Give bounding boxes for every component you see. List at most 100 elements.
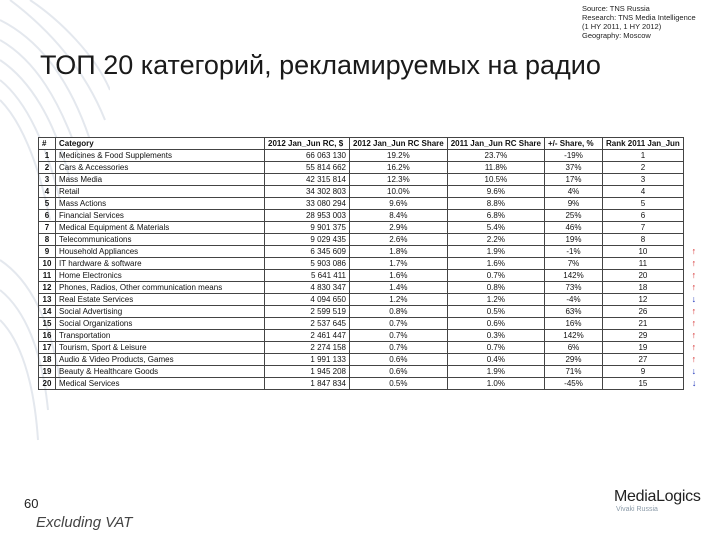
arrow-up-icon: ↑ <box>691 282 697 292</box>
row-category: Telecommunications <box>55 233 265 246</box>
row-number: 6 <box>38 209 56 222</box>
row-rank-2011: 6 <box>602 209 684 222</box>
row-category: Social Organizations <box>55 317 265 330</box>
row-share-2012: 16.2% <box>349 161 448 174</box>
row-share-2011: 0.8% <box>446 281 546 294</box>
header-number: # <box>38 137 56 150</box>
row-share-change: 17% <box>544 173 603 186</box>
table-row: 18 Audio & Video Products, Games 1 991 133… <box>38 353 705 366</box>
row-rc-2012: 1 945 208 <box>264 365 350 378</box>
row-category: Beauty & Healthcare Goods <box>55 365 265 378</box>
row-trend-empty <box>683 198 704 210</box>
row-category: Medical Equipment & Materials <box>55 221 265 234</box>
row-share-2011: 11.8% <box>446 161 546 174</box>
row-rc-2012: 28 953 003 <box>264 209 350 222</box>
row-number: 17 <box>38 341 56 354</box>
table-row: 13 Real Estate Services 4 094 650 1.2% 1.2% -… <box>38 293 705 306</box>
row-share-change: 29% <box>544 353 603 366</box>
row-share-change: -4% <box>544 293 603 306</box>
row-rank-2011: 26 <box>602 305 684 318</box>
row-category: Tourism, Sport & Leisure <box>55 341 265 354</box>
row-rank-2011: 15 <box>602 377 684 390</box>
row-share-2011: 0.7% <box>446 341 546 354</box>
row-share-change: 7% <box>544 257 603 270</box>
row-share-2012: 9.6% <box>349 197 448 210</box>
row-rc-2012: 2 537 645 <box>264 317 350 330</box>
row-rc-2012: 2 599 519 <box>264 305 350 318</box>
table-row: 14 Social Advertising 2 599 519 0.8% 0.5% 63%… <box>38 305 705 318</box>
header-rank-2011: Rank 2011 Jan_Jun <box>602 137 684 150</box>
row-share-2012: 0.7% <box>349 341 448 354</box>
row-share-change: 63% <box>544 305 603 318</box>
logo-subtitle: Vivaki Russia <box>616 506 658 513</box>
row-rank-2011: 19 <box>602 341 684 354</box>
row-share-2011: 1.0% <box>446 377 546 390</box>
row-number: 2 <box>38 161 56 174</box>
row-rank-2011: 10 <box>602 245 684 258</box>
table-header-row: # Category 2012 Jan_Jun RC, $ 2012 Jan_J… <box>38 137 705 150</box>
row-number: 12 <box>38 281 56 294</box>
row-number: 5 <box>38 197 56 210</box>
arrow-up-icon: ↑ <box>691 354 697 364</box>
row-category: Real Estate Services <box>55 293 265 306</box>
arrow-up-icon: ↑ <box>691 330 697 340</box>
source-line: Geography: Moscow <box>582 31 651 40</box>
row-rc-2012: 33 080 294 <box>264 197 350 210</box>
row-category: Transportation <box>55 329 265 342</box>
header-share-2012: 2012 Jan_Jun RC Share <box>349 137 448 150</box>
row-rc-2012: 5 641 411 <box>264 269 350 282</box>
row-share-2011: 1.2% <box>446 293 546 306</box>
row-rank-2011: 20 <box>602 269 684 282</box>
source-line: Research: TNS Media Intelligence <box>582 13 696 22</box>
arrow-up-icon: ↑ <box>691 306 697 316</box>
row-rank-2011: 27 <box>602 353 684 366</box>
row-share-2012: 1.4% <box>349 281 448 294</box>
table-row: 20 Medical Services 1 847 834 0.5% 1.0% -45% 1… <box>38 377 705 390</box>
top20-categories-table: # Category 2012 Jan_Jun RC, $ 2012 Jan_J… <box>38 137 705 390</box>
table-row: 10 IT hardware & software 5 903 086 1.7% 1.6… <box>38 257 705 270</box>
row-number: 13 <box>38 293 56 306</box>
row-number: 9 <box>38 245 56 258</box>
row-share-2012: 1.2% <box>349 293 448 306</box>
row-number: 20 <box>38 377 56 390</box>
logo-name: MediaLogics <box>614 488 701 505</box>
row-share-2011: 0.4% <box>446 353 546 366</box>
header-share-2011: 2011 Jan_Jun RC Share <box>446 137 546 150</box>
row-rc-2012: 9 029 435 <box>264 233 350 246</box>
row-number: 14 <box>38 305 56 318</box>
row-share-2012: 2.9% <box>349 221 448 234</box>
table-row: 8 Telecommunications 9 029 435 2.6% 2.2% 19% 8 <box>38 233 705 246</box>
row-category: Audio & Video Products, Games <box>55 353 265 366</box>
row-share-2012: 0.6% <box>349 353 448 366</box>
row-rc-2012: 6 345 609 <box>264 245 350 258</box>
row-share-2012: 12.3% <box>349 173 448 186</box>
row-share-change: 142% <box>544 329 603 342</box>
row-share-2011: 2.2% <box>446 233 546 246</box>
row-share-2012: 0.7% <box>349 329 448 342</box>
data-table-wrapper: # Category 2012 Jan_Jun RC, $ 2012 Jan_J… <box>38 137 705 390</box>
table-row: 9 Household Appliances 6 345 609 1.8% 1.9% -1… <box>38 245 705 258</box>
row-share-2012: 0.8% <box>349 305 448 318</box>
row-trend-empty <box>683 150 704 162</box>
medialogics-logo: MediaLogics Vivaki Russia <box>614 488 701 513</box>
row-rc-2012: 2 274 158 <box>264 341 350 354</box>
source-line: Source: TNS Russia <box>582 4 650 13</box>
row-share-2011: 0.3% <box>446 329 546 342</box>
row-rank-2011: 4 <box>602 185 684 198</box>
row-rc-2012: 34 302 803 <box>264 185 350 198</box>
row-number: 1 <box>38 149 56 162</box>
row-share-change: 16% <box>544 317 603 330</box>
header-rc-2012: 2012 Jan_Jun RC, $ <box>264 137 350 150</box>
arrow-down-icon: ↓ <box>691 294 697 304</box>
table-row: 12 Phones, Radios, Other communication me… <box>38 281 705 294</box>
row-share-2012: 1.7% <box>349 257 448 270</box>
table-row: 16 Transportation 2 461 447 0.7% 0.3% 142% 29 ↑ <box>38 329 705 342</box>
source-line: (1 HY 2011, 1 HY 2012) <box>582 22 662 31</box>
table-row: 11 Home Electronics 5 641 411 1.6% 0.7% 142% 2… <box>38 269 705 282</box>
row-share-change: -45% <box>544 377 603 390</box>
table-row: 5 Mass Actions 33 080 294 9.6% 8.8% 9% 5 <box>38 197 705 210</box>
row-share-change: 9% <box>544 197 603 210</box>
row-share-2011: 1.9% <box>446 365 546 378</box>
row-number: 15 <box>38 317 56 330</box>
row-category: Cars & Accessories <box>55 161 265 174</box>
